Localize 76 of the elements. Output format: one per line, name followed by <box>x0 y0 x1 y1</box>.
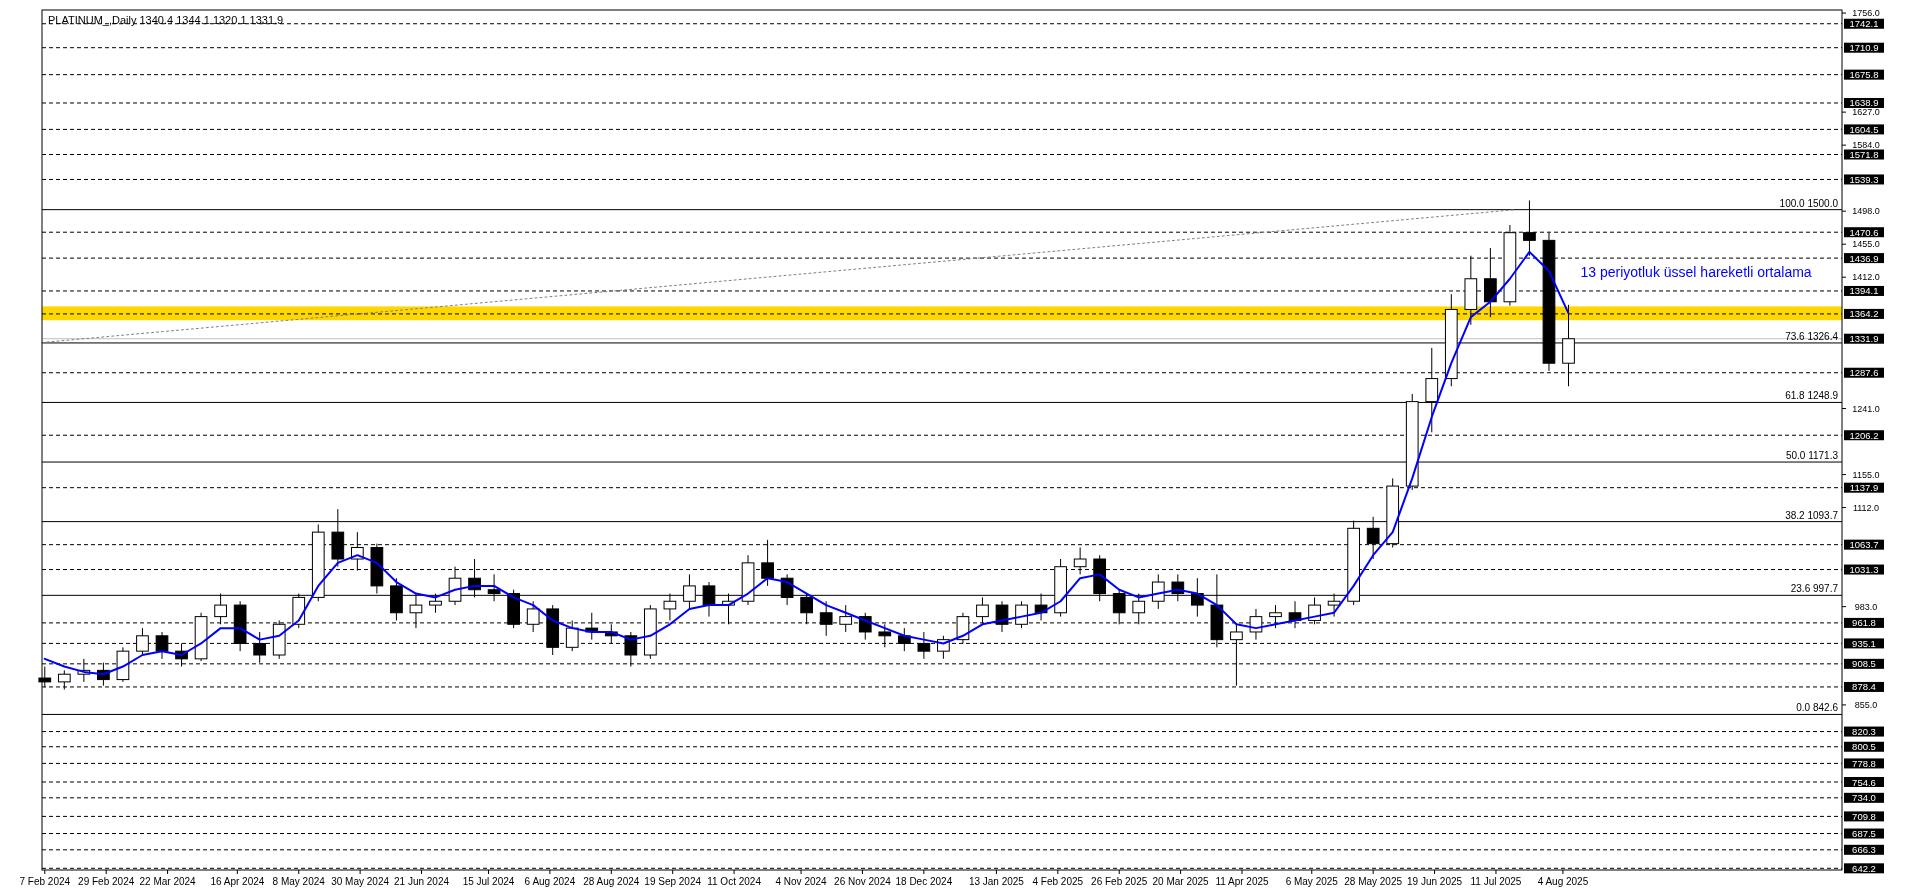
ref-line-label: 908.5 <box>1852 658 1876 670</box>
ref-line-label: 61.8 1248.9 <box>1785 390 1839 402</box>
ref-line-label: 1364.2 <box>1849 308 1879 320</box>
ref-line-label: 1539.3 <box>1849 173 1879 185</box>
x-tick-label: 19 Jun 2025 <box>1407 876 1463 887</box>
y-tick-label: 1498.0 <box>1852 206 1880 217</box>
ref-line-label: 50.0 1171.3 <box>1785 450 1839 462</box>
ref-line-label: 1436.9 <box>1849 252 1879 264</box>
x-tick-label: 20 Mar 2025 <box>1152 876 1210 887</box>
ref-line-label: 1470.6 <box>1849 226 1879 238</box>
y-tick-label: 1155.0 <box>1852 469 1880 480</box>
x-tick-label: 28 Aug 2024 <box>583 876 640 887</box>
ref-line-label: 878.4 <box>1852 681 1876 693</box>
x-tick-label: 30 May 2024 <box>331 876 390 887</box>
ref-line-label: 820.3 <box>1852 726 1876 738</box>
candlestick <box>839 604 853 633</box>
x-tick-label: 19 Sep 2024 <box>644 876 702 887</box>
y-tick-label: 1756.0 <box>1852 8 1880 19</box>
y-tick-label: 1627.0 <box>1852 107 1880 118</box>
ref-line-label: 1287.6 <box>1849 367 1879 379</box>
ref-line-label: 1742.1 <box>1849 18 1879 30</box>
ref-line-label: 778.8 <box>1852 757 1876 769</box>
ref-line-label: 666.3 <box>1852 844 1876 856</box>
y-tick-label: 1412.0 <box>1852 272 1880 283</box>
chart-title: PLATINUM_,Daily 1340.4 1344.1 1320.1 1331.9 <box>48 14 284 26</box>
x-tick-label: 26 Feb 2025 <box>1091 876 1148 887</box>
ref-line-label: 1675.8 <box>1849 69 1879 81</box>
y-tick-label: 1584.0 <box>1852 140 1880 151</box>
ref-line-label: 734.0 <box>1852 792 1876 804</box>
x-tick-label: 4 Nov 2024 <box>775 876 828 887</box>
x-tick-label: 16 Apr 2024 <box>210 876 265 887</box>
ref-line-label: 1063.7 <box>1849 539 1879 551</box>
x-tick-label: 15 Jul 2024 <box>462 876 515 887</box>
ref-line-label: 642.2 <box>1852 862 1876 874</box>
y-tick-label: 855.0 <box>1854 699 1878 710</box>
ref-line-label: 1710.9 <box>1849 42 1879 54</box>
x-tick-label: 8 May 2024 <box>272 876 326 887</box>
ref-line-label: 1331.9 <box>1849 333 1879 345</box>
ref-line-label: 961.8 <box>1852 617 1876 629</box>
ref-line-label: 754.6 <box>1852 776 1876 788</box>
ref-line-label: 1206.2 <box>1849 429 1879 441</box>
ref-line-label: 23.6 997.7 <box>1790 583 1839 595</box>
y-tick-label: 1455.0 <box>1852 239 1880 250</box>
x-tick-label: 22 Mar 2024 <box>139 876 197 887</box>
ref-line-label: 38.2 1093.7 <box>1785 509 1839 521</box>
x-tick-label: 18 Dec 2024 <box>895 876 953 887</box>
x-tick-label: 13 Jan 2025 <box>968 876 1025 887</box>
x-tick-label: 11 Oct 2024 <box>707 876 762 887</box>
ref-line-label: 687.5 <box>1852 828 1876 840</box>
ref-line-label: 1031.3 <box>1849 564 1879 576</box>
x-tick-label: 6 May 2025 <box>1285 876 1339 887</box>
ref-line-label: 73.6 1326.4 <box>1785 330 1839 342</box>
x-tick-label: 29 Feb 2024 <box>78 876 135 887</box>
ref-line-label: 1638.9 <box>1849 97 1879 109</box>
x-tick-label: 11 Apr 2025 <box>1215 876 1270 887</box>
ref-line-label: 1604.5 <box>1849 123 1879 135</box>
x-tick-label: 6 Aug 2024 <box>524 876 576 887</box>
y-tick-label: 983.0 <box>1854 601 1878 612</box>
x-tick-label: 11 Jul 2025 <box>1470 876 1522 887</box>
ref-line-label: 935.1 <box>1852 637 1876 649</box>
ref-line-label: 1137.9 <box>1849 482 1879 494</box>
x-tick-label: 4 Aug 2025 <box>1537 876 1589 887</box>
ref-line-label: 709.8 <box>1852 810 1876 822</box>
ref-line-label: 1394.1 <box>1849 285 1879 297</box>
y-tick-label: 1112.0 <box>1852 502 1880 513</box>
y-tick-label: 1241.0 <box>1852 403 1880 414</box>
x-tick-label: 4 Feb 2025 <box>1032 876 1084 887</box>
ref-line-label: 800.5 <box>1852 741 1876 753</box>
x-tick-label: 28 May 2025 <box>1344 876 1403 887</box>
ref-line-label: 100.0 1500.0 <box>1779 197 1839 209</box>
x-tick-label: 21 Jun 2024 <box>394 876 450 887</box>
series-label: 13 periyotluk üssel hareketli ortalama <box>1580 264 1812 281</box>
ref-line-label: 1571.8 <box>1849 149 1879 161</box>
x-tick-label: 7 Feb 2024 <box>19 876 71 887</box>
x-tick-label: 26 Nov 2024 <box>834 876 892 887</box>
ref-line-label: 0.0 842.6 <box>1796 702 1839 714</box>
